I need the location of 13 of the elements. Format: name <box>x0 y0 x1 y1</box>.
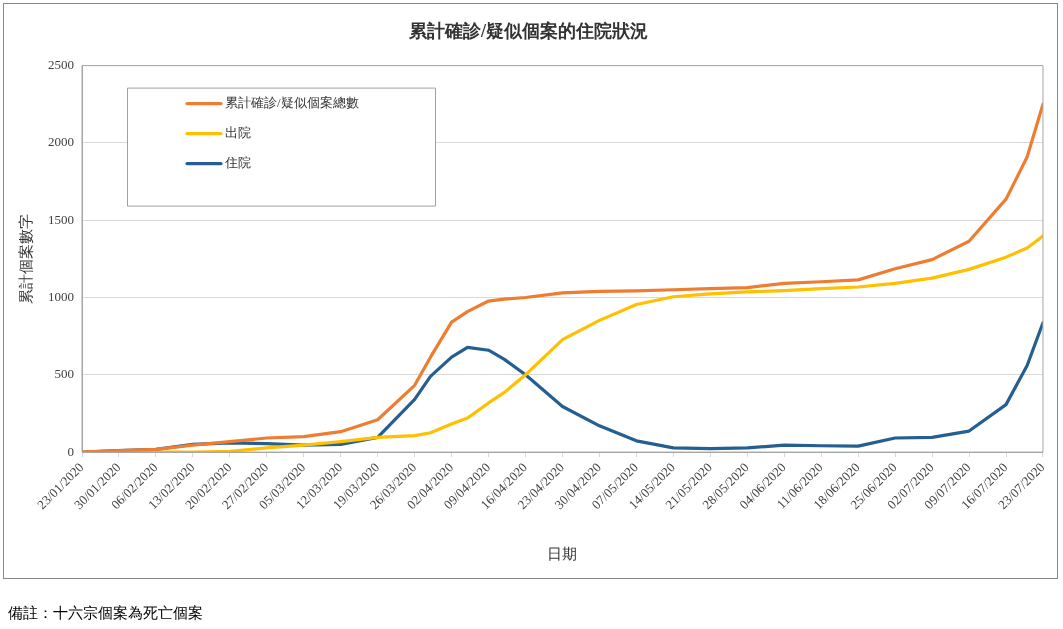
y-tick-label: 500 <box>54 366 74 382</box>
legend-label: 累計確診/疑似個案總數 <box>225 95 359 111</box>
y-tick-label: 1500 <box>48 211 74 227</box>
legend-label: 出院 <box>225 125 251 141</box>
text: 備註：十六宗個案為死亡個案 <box>8 604 203 623</box>
y-tick-label: 1000 <box>48 288 74 304</box>
y-tick-label: 2000 <box>48 134 74 150</box>
x-axis-title: 日期 <box>547 545 578 562</box>
y-tick-label: 0 <box>67 443 74 459</box>
chart-title: 累計確診/疑似個案的住院狀況 <box>407 21 649 42</box>
y-axis-title: 累計個案數字 <box>17 213 34 304</box>
legend-label: 住院 <box>224 155 251 171</box>
y-tick-label: 2500 <box>48 57 74 73</box>
